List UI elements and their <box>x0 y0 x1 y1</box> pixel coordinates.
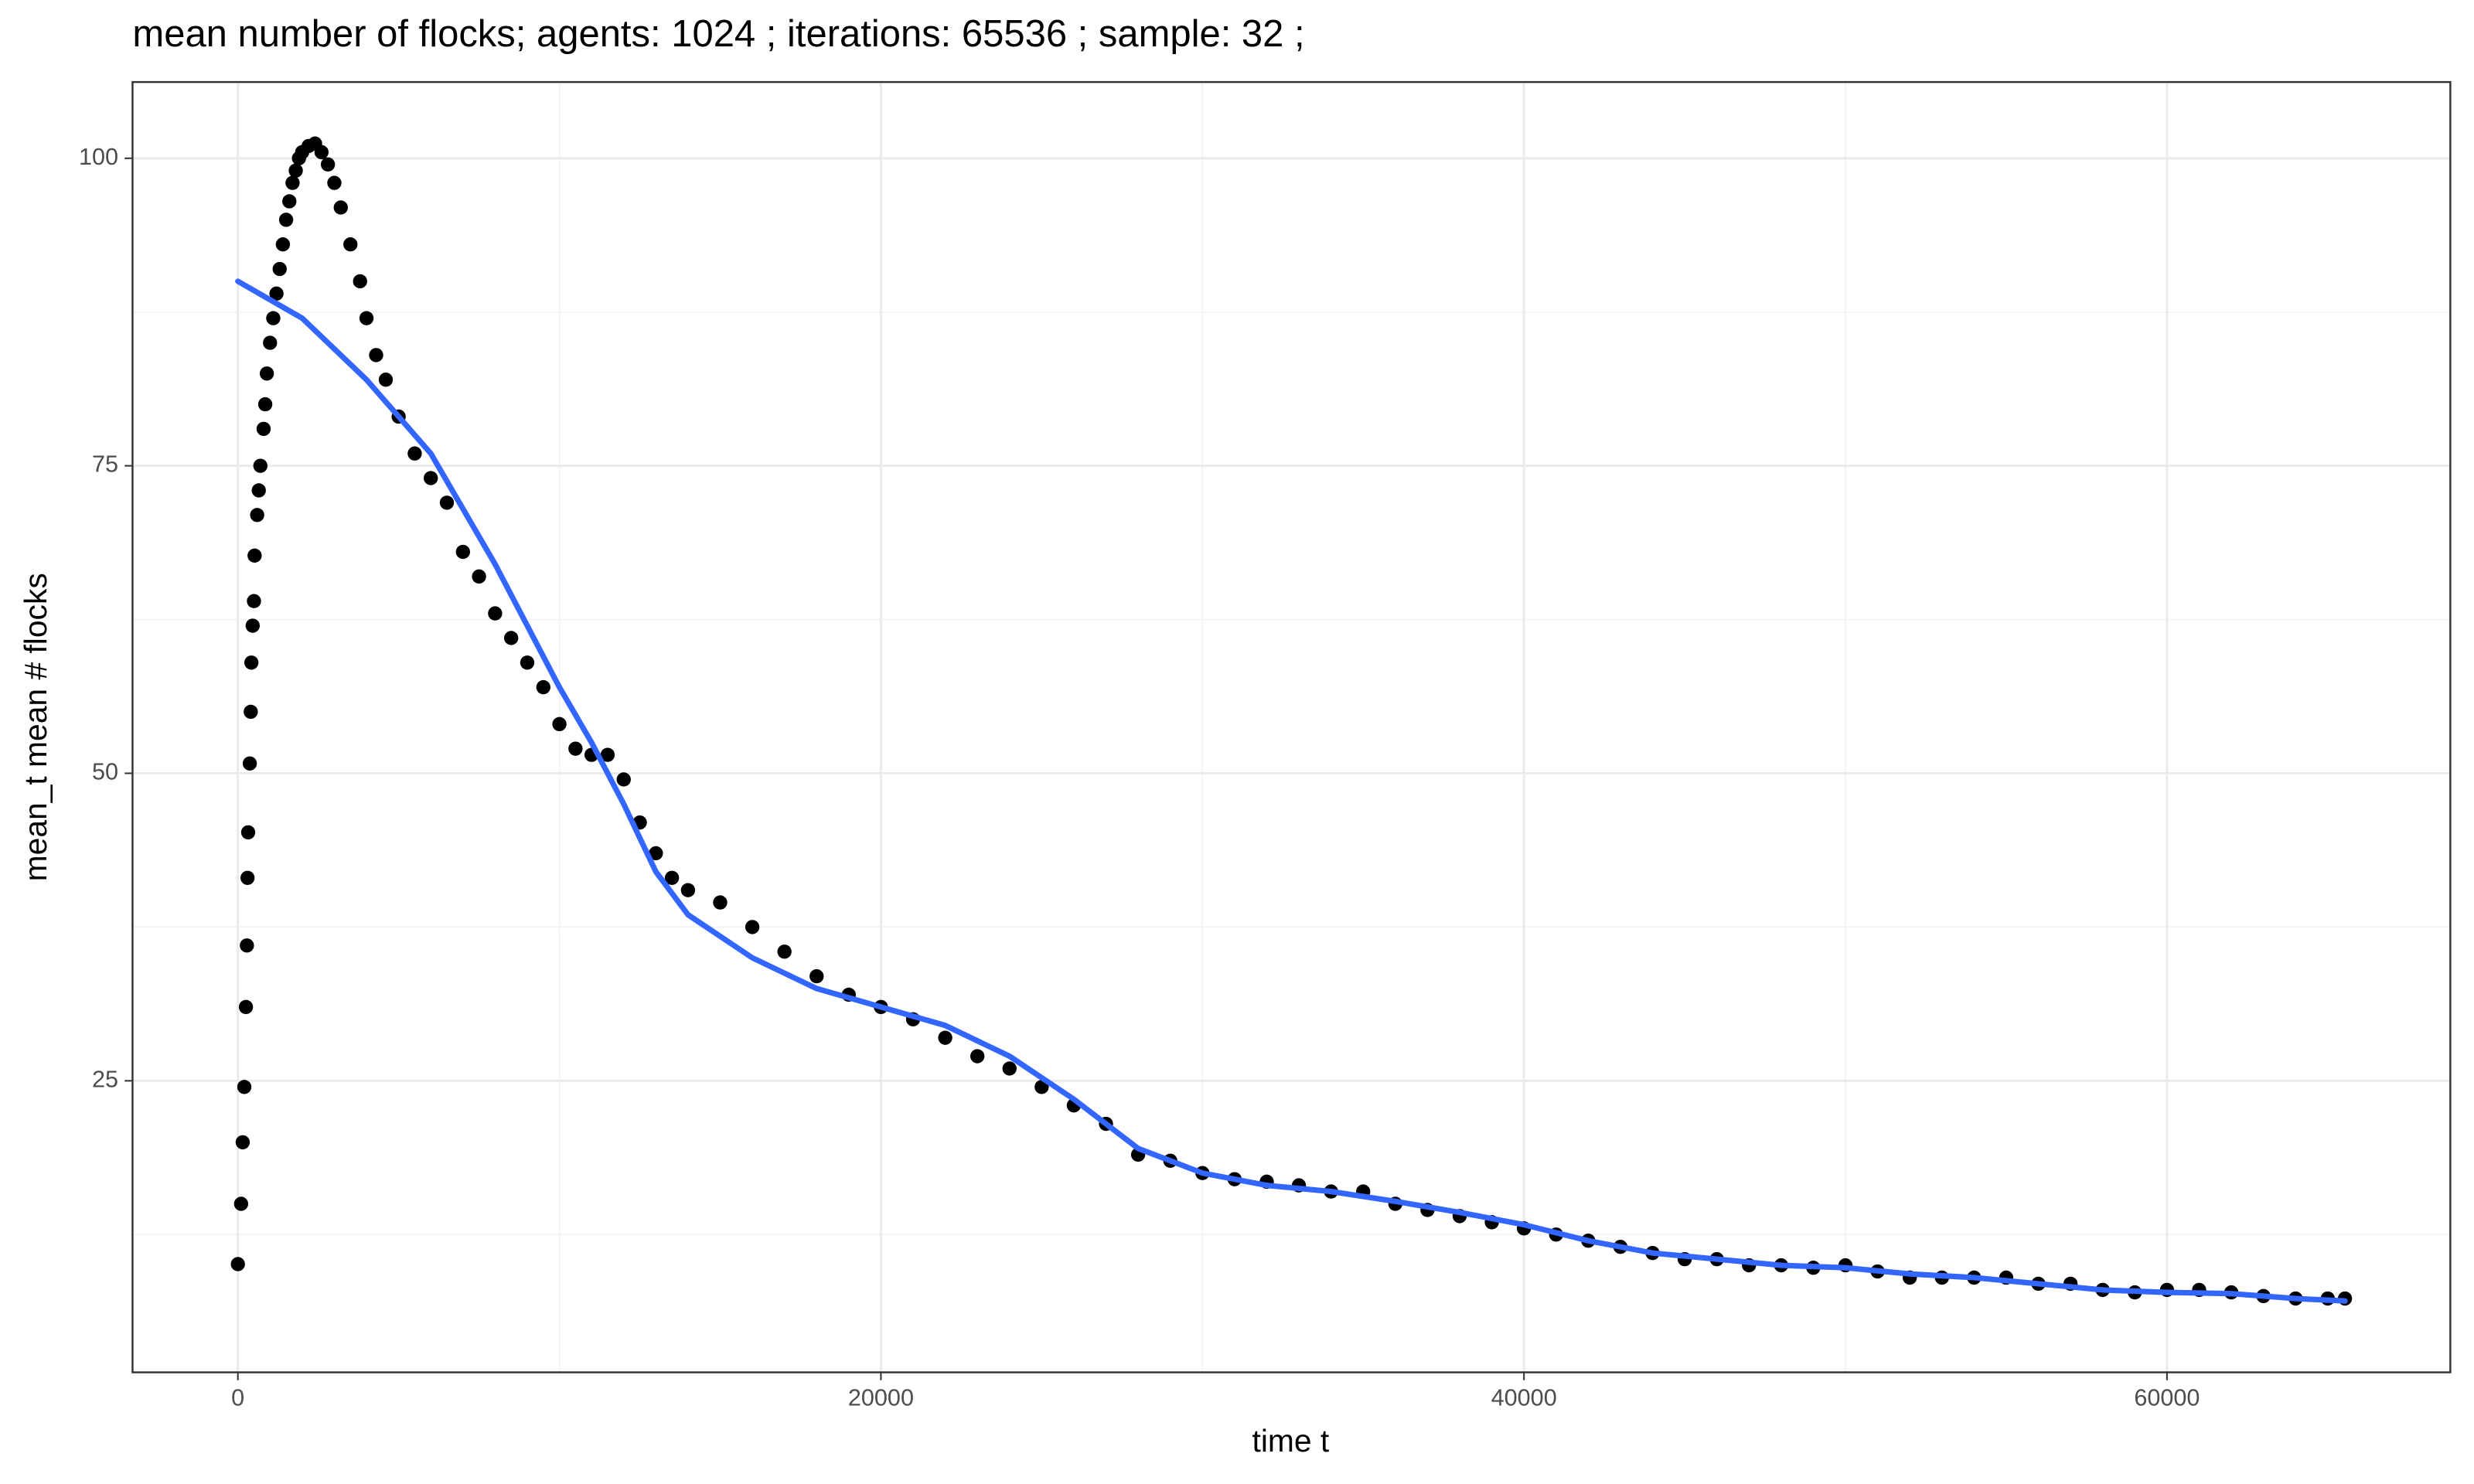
point <box>269 286 284 301</box>
point <box>353 274 367 289</box>
point <box>240 870 255 885</box>
x-tick-label: 60000 <box>2134 1384 2200 1411</box>
y-tick-label: 100 <box>79 144 118 170</box>
point <box>257 397 273 412</box>
point <box>233 1196 249 1211</box>
point <box>247 548 262 563</box>
point <box>240 825 256 840</box>
point <box>282 194 297 209</box>
point <box>378 373 394 387</box>
point <box>664 870 680 885</box>
point <box>251 483 266 498</box>
y-axis-title: mean_t mean # flocks <box>18 573 53 881</box>
point <box>247 594 261 608</box>
point <box>343 237 358 252</box>
point <box>777 945 792 959</box>
point <box>242 756 257 771</box>
point <box>552 716 567 732</box>
point <box>245 618 261 633</box>
point <box>369 348 383 362</box>
smooth-line <box>235 278 2348 1304</box>
point <box>713 895 728 910</box>
point <box>680 883 696 897</box>
point <box>278 213 294 227</box>
point <box>288 163 303 178</box>
point <box>263 335 278 350</box>
point <box>536 679 550 695</box>
x-tick-label: 40000 <box>1491 1384 1557 1411</box>
point <box>455 544 470 560</box>
point <box>250 508 264 522</box>
point <box>238 999 254 1015</box>
point <box>285 175 300 190</box>
point <box>237 1080 252 1094</box>
y-tick-label: 50 <box>92 759 118 785</box>
x-tick-label: 20000 <box>848 1384 914 1411</box>
point <box>745 920 760 934</box>
point <box>439 495 455 510</box>
point <box>600 747 615 762</box>
point <box>488 606 503 621</box>
point <box>333 200 348 215</box>
point <box>240 938 254 953</box>
point <box>314 145 329 160</box>
point <box>520 655 535 670</box>
point <box>244 655 259 670</box>
point <box>568 741 583 756</box>
point <box>472 569 486 584</box>
point <box>616 772 631 787</box>
point <box>256 421 271 437</box>
point <box>809 968 824 984</box>
point <box>272 261 287 277</box>
point <box>970 1049 985 1064</box>
point <box>235 1135 250 1150</box>
panel-border <box>131 80 2452 1373</box>
chart-title: mean number of flocks; agents: 1024 ; it… <box>132 13 1304 55</box>
x-axis-title: time t <box>1252 1423 1330 1458</box>
point <box>424 471 438 485</box>
point <box>253 458 268 473</box>
point <box>259 366 274 381</box>
point <box>359 311 374 325</box>
point <box>504 631 519 645</box>
point <box>407 446 422 461</box>
point <box>1002 1061 1017 1076</box>
point <box>938 1030 952 1045</box>
point <box>275 237 291 252</box>
x-tick-label: 0 <box>231 1384 244 1411</box>
point <box>320 157 336 172</box>
point <box>230 1257 245 1271</box>
point <box>649 846 663 861</box>
point <box>244 704 258 720</box>
y-tick-label: 75 <box>92 451 118 478</box>
y-tick-label: 25 <box>92 1066 118 1092</box>
point <box>327 175 342 190</box>
point <box>266 311 281 325</box>
